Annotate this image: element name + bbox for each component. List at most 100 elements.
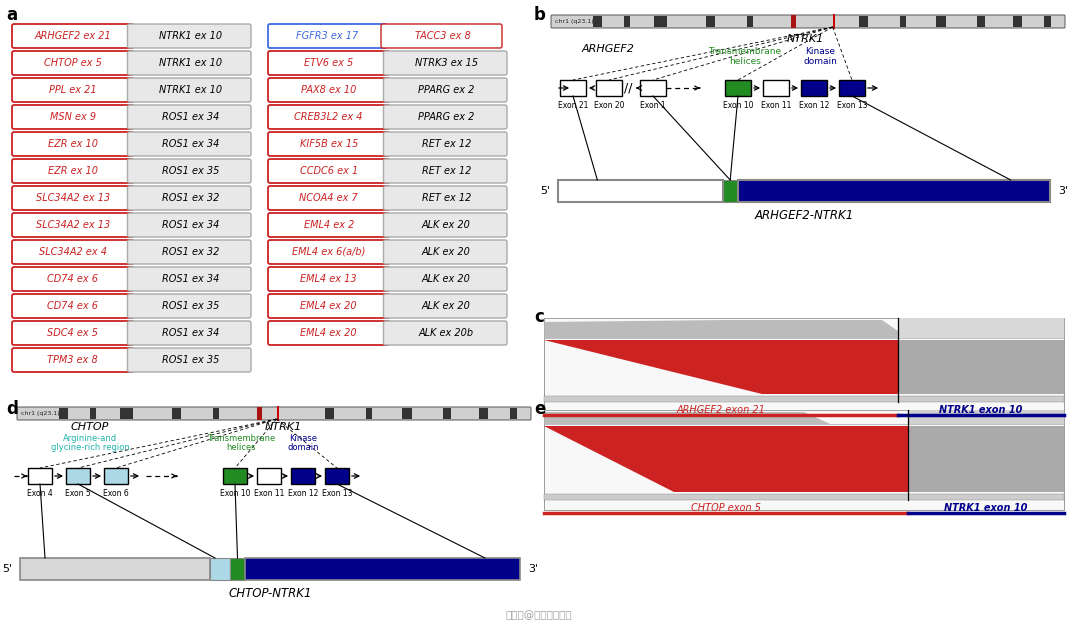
Bar <box>654 16 667 27</box>
FancyBboxPatch shape <box>12 186 134 210</box>
Text: ALK ex 20: ALK ex 20 <box>421 247 471 257</box>
FancyBboxPatch shape <box>127 348 251 372</box>
Bar <box>832 14 834 29</box>
Bar <box>908 426 1064 492</box>
FancyBboxPatch shape <box>268 240 389 264</box>
Text: ROS1 ex 34: ROS1 ex 34 <box>162 139 219 149</box>
Bar <box>544 494 1064 500</box>
Text: Exon 1: Exon 1 <box>640 101 666 110</box>
FancyBboxPatch shape <box>127 51 251 75</box>
Text: CD74 ex 6: CD74 ex 6 <box>47 301 98 311</box>
Text: Exon 20: Exon 20 <box>594 101 624 110</box>
FancyBboxPatch shape <box>384 105 507 129</box>
Text: TACC3 ex 8: TACC3 ex 8 <box>415 31 470 41</box>
Bar <box>66 468 89 484</box>
FancyBboxPatch shape <box>268 51 389 75</box>
Text: domain: domain <box>803 57 837 66</box>
FancyBboxPatch shape <box>268 267 389 291</box>
Text: RET ex 12: RET ex 12 <box>421 166 471 176</box>
Text: CHTOP exon 5: CHTOP exon 5 <box>691 503 761 513</box>
Text: d: d <box>6 400 18 418</box>
Text: 5': 5' <box>540 186 550 196</box>
FancyBboxPatch shape <box>384 132 507 156</box>
Bar <box>324 468 349 484</box>
Bar <box>900 16 907 27</box>
Text: KIF5B ex 15: KIF5B ex 15 <box>300 139 358 149</box>
FancyBboxPatch shape <box>384 78 507 102</box>
Bar <box>230 558 245 580</box>
Bar <box>839 80 865 96</box>
FancyBboxPatch shape <box>12 267 134 291</box>
Bar <box>89 408 96 419</box>
Text: Exon 10: Exon 10 <box>722 101 754 110</box>
Text: 3': 3' <box>1058 186 1068 196</box>
FancyBboxPatch shape <box>127 294 251 318</box>
Bar <box>936 16 946 27</box>
FancyBboxPatch shape <box>127 240 251 264</box>
Text: ARHGEF2-NTRK1: ARHGEF2-NTRK1 <box>755 209 854 222</box>
Bar <box>1044 16 1051 27</box>
Bar <box>121 408 134 419</box>
Text: ROS1 ex 35: ROS1 ex 35 <box>162 355 219 365</box>
Text: CCDC6 ex 1: CCDC6 ex 1 <box>300 166 358 176</box>
Text: //: // <box>624 82 633 94</box>
FancyBboxPatch shape <box>12 24 134 48</box>
FancyBboxPatch shape <box>12 348 134 372</box>
Text: FGFR3 ex 17: FGFR3 ex 17 <box>296 31 359 41</box>
Text: domain: domain <box>287 443 319 452</box>
Bar <box>747 16 752 27</box>
Text: ROS1 ex 34: ROS1 ex 34 <box>162 220 219 230</box>
Text: ETV6 ex 5: ETV6 ex 5 <box>304 58 354 68</box>
Text: Exon 12: Exon 12 <box>799 101 829 110</box>
Text: NCOA4 ex 7: NCOA4 ex 7 <box>300 193 358 203</box>
FancyBboxPatch shape <box>268 24 387 48</box>
FancyBboxPatch shape <box>268 105 389 129</box>
Text: NTRK1 ex 10: NTRK1 ex 10 <box>158 85 222 95</box>
Text: TPM3 ex 8: TPM3 ex 8 <box>47 355 98 365</box>
Polygon shape <box>544 412 1064 424</box>
Text: EZR ex 10: EZR ex 10 <box>47 166 98 176</box>
Bar <box>725 80 751 96</box>
FancyBboxPatch shape <box>12 159 134 183</box>
Text: RET ex 12: RET ex 12 <box>421 139 471 149</box>
Bar <box>257 407 262 420</box>
Bar <box>596 80 622 96</box>
Text: SLC34A2 ex 13: SLC34A2 ex 13 <box>36 220 110 230</box>
Text: ROS1 ex 35: ROS1 ex 35 <box>162 166 219 176</box>
FancyBboxPatch shape <box>384 321 507 345</box>
Bar <box>443 408 451 419</box>
Text: EML4 ex 2: EML4 ex 2 <box>304 220 354 230</box>
FancyBboxPatch shape <box>12 213 134 237</box>
FancyBboxPatch shape <box>12 78 134 102</box>
Text: 3': 3' <box>528 564 538 574</box>
Text: ALK ex 20b: ALK ex 20b <box>418 328 474 338</box>
FancyBboxPatch shape <box>268 78 389 102</box>
FancyBboxPatch shape <box>384 267 507 291</box>
Text: CHTOP-NTRK1: CHTOP-NTRK1 <box>229 587 312 600</box>
FancyBboxPatch shape <box>127 78 251 102</box>
FancyBboxPatch shape <box>127 159 251 183</box>
Polygon shape <box>544 320 1064 338</box>
Bar <box>859 16 869 27</box>
Bar <box>59 408 68 419</box>
FancyBboxPatch shape <box>268 159 389 183</box>
Bar <box>737 180 1050 202</box>
Text: helices: helices <box>729 57 761 66</box>
Text: NTRK1 ex 10: NTRK1 ex 10 <box>158 58 222 68</box>
Bar <box>212 408 219 419</box>
Bar <box>1013 16 1022 27</box>
Text: NTRK1 exon 10: NTRK1 exon 10 <box>939 405 1023 415</box>
FancyBboxPatch shape <box>268 132 389 156</box>
Text: chr1 (q23.1): chr1 (q23.1) <box>20 411 59 416</box>
Text: EML4 ex 20: EML4 ex 20 <box>301 328 357 338</box>
Text: ROS1 ex 32: ROS1 ex 32 <box>162 247 219 257</box>
Bar <box>20 558 210 580</box>
Bar <box>898 340 1064 394</box>
Text: EML4 ex 13: EML4 ex 13 <box>301 274 357 284</box>
Text: RET ex 12: RET ex 12 <box>421 193 471 203</box>
FancyBboxPatch shape <box>12 294 134 318</box>
Text: PPARG ex 2: PPARG ex 2 <box>418 85 474 95</box>
Bar <box>544 410 1064 510</box>
Text: Exon 6: Exon 6 <box>103 489 129 498</box>
Bar <box>898 318 1064 338</box>
